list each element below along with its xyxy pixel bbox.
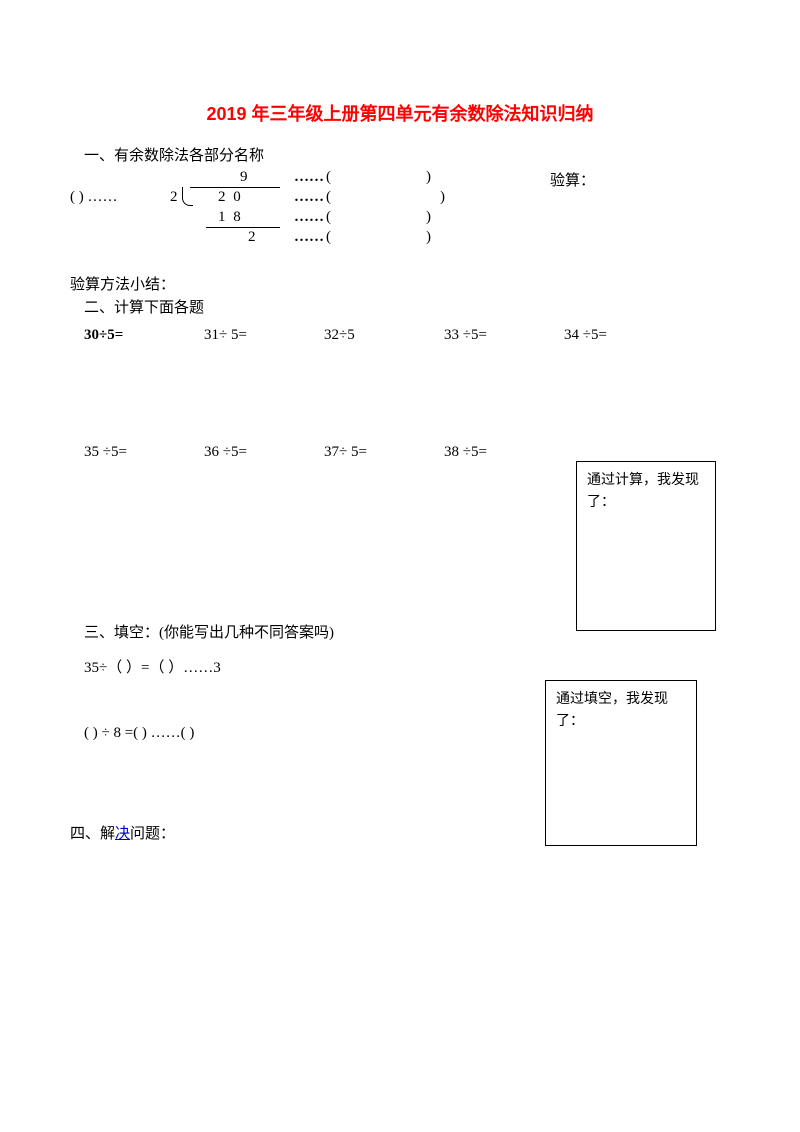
dividend-value: 2 0 <box>218 189 243 206</box>
paren-3-open: ( <box>326 209 331 226</box>
remainder-value: 2 <box>248 229 256 246</box>
section4-suffix: 问题： <box>130 826 175 842</box>
divisor-label-left: ( ) …… <box>70 189 118 206</box>
problem-34-5: 34 ÷5= <box>564 327 644 344</box>
paren-2-open: ( <box>326 189 331 206</box>
quotient-value: 9 <box>240 169 248 186</box>
problem-37-5: 37÷ 5= <box>324 444 404 461</box>
divisor-value: 2 <box>170 189 178 206</box>
problem-36-5: 36 ÷5= <box>204 444 284 461</box>
page-title: 2019 年三年级上册第四单元有余数除法知识归纳 <box>70 100 730 126</box>
quotient-bar <box>190 187 280 188</box>
problem-31-5: 31÷ 5= <box>204 327 284 344</box>
product-value: 1 8 <box>218 209 243 226</box>
verify-summary: 验算方法小结： <box>70 273 730 294</box>
problem-30-5: 30÷5= <box>84 327 164 344</box>
section4-link[interactable]: 决 <box>115 826 130 842</box>
dots-3: …… <box>294 209 324 226</box>
section2-header: 二、计算下面各题 <box>84 296 730 317</box>
division-bracket <box>182 187 193 206</box>
paren-3-close: ) <box>426 209 431 226</box>
problem-32-5: 32÷5 <box>324 327 404 344</box>
discovery-box-2: 通过填空，我发现了： <box>545 680 697 846</box>
problem-38-5: 38 ÷5= <box>444 444 524 461</box>
subtraction-bar <box>206 227 280 228</box>
problem-35-5: 35 ÷5= <box>84 444 164 461</box>
section1-header: 一、有余数除法各部分名称 <box>84 144 730 165</box>
problem-33-5: 33 ÷5= <box>444 327 524 344</box>
paren-1-open: ( <box>326 169 331 186</box>
dots-4: …… <box>294 229 324 246</box>
paren-2-close: ) <box>440 189 445 206</box>
paren-1-close: ) <box>426 169 431 186</box>
fill-blank-1: 35÷（ ）=（ ）……3 <box>84 656 730 677</box>
section4-prefix: 四、解 <box>70 826 115 842</box>
paren-4-open: ( <box>326 229 331 246</box>
long-division-diagram: 9 …… ( ) 验算： ( ) …… 2 2 0 …… ( ) 1 8 …… … <box>70 169 730 269</box>
verify-label: 验算： <box>550 169 595 190</box>
discovery-box-1: 通过计算，我发现了： <box>576 461 716 631</box>
dots-2: …… <box>294 189 324 206</box>
dots-1: …… <box>294 169 324 186</box>
paren-4-close: ) <box>426 229 431 246</box>
